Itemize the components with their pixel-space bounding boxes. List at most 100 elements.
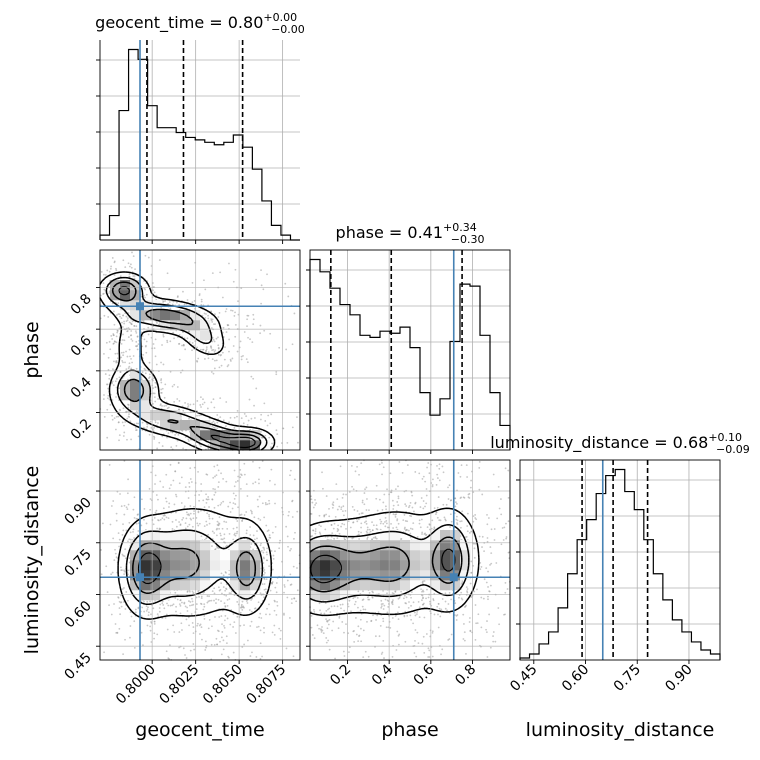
sample-point — [414, 471, 417, 473]
sample-point — [116, 632, 119, 634]
sample-point — [323, 612, 326, 615]
sample-point — [486, 513, 488, 516]
sample-point — [225, 642, 228, 644]
sample-point — [422, 500, 425, 502]
sample-point — [376, 614, 379, 617]
sample-point — [197, 471, 199, 473]
sample-point — [234, 534, 237, 537]
sample-point — [236, 409, 239, 412]
sample-point — [117, 302, 120, 305]
sample-point — [382, 466, 385, 469]
density-cell — [240, 440, 251, 451]
sample-point — [230, 592, 232, 595]
sample-point — [243, 514, 246, 516]
density-cell — [200, 320, 211, 331]
sample-point — [210, 345, 212, 348]
sample-point — [114, 548, 116, 551]
sample-point — [269, 446, 272, 448]
sample-point — [481, 493, 484, 496]
panel-2d-geocent_time-luminosity_distance — [100, 459, 301, 661]
sample-point — [395, 649, 398, 651]
sample-point — [371, 596, 374, 599]
x-tick-label: 0.8 — [452, 662, 479, 689]
sample-point — [483, 578, 486, 581]
sample-point — [318, 514, 321, 517]
sample-point — [156, 527, 159, 530]
sample-point — [166, 407, 169, 410]
density-cell — [420, 540, 431, 551]
sample-point — [285, 525, 288, 528]
sample-point — [172, 479, 175, 482]
sample-point — [212, 348, 215, 351]
sample-point — [223, 619, 226, 622]
sample-point — [463, 623, 465, 625]
sample-point — [505, 536, 508, 538]
sample-point — [293, 537, 295, 540]
density-cell — [320, 590, 331, 601]
sample-point — [386, 526, 389, 529]
sample-point — [362, 656, 365, 659]
sample-point — [278, 346, 281, 349]
sample-point — [392, 504, 395, 507]
sample-point — [333, 537, 335, 540]
sample-point — [187, 438, 190, 441]
sample-point — [108, 270, 111, 273]
sample-point — [256, 498, 259, 501]
sample-point — [418, 472, 421, 475]
sample-point — [410, 618, 413, 621]
sample-point — [200, 300, 203, 303]
sample-point — [407, 506, 410, 509]
sample-point — [115, 512, 118, 515]
sample-point — [152, 377, 155, 380]
sample-point — [210, 371, 213, 373]
sample-point — [211, 272, 214, 275]
density-cell — [430, 530, 441, 541]
sample-point — [386, 488, 388, 491]
sample-point — [218, 589, 221, 592]
sample-point — [183, 505, 186, 508]
sample-point — [153, 426, 155, 429]
sample-point — [274, 525, 277, 528]
sample-point — [486, 656, 489, 658]
sample-point — [265, 551, 268, 554]
sample-point — [314, 530, 317, 533]
sample-point — [205, 493, 207, 496]
sample-point — [264, 502, 267, 504]
sample-point — [365, 530, 368, 533]
sample-point — [224, 310, 227, 313]
contour-level-2 — [105, 276, 268, 451]
sample-point — [187, 513, 190, 516]
sample-point — [137, 422, 140, 425]
x-tick-label: 0.90 — [662, 662, 695, 695]
sample-point — [254, 481, 257, 484]
sample-point — [460, 526, 462, 529]
sample-point — [214, 359, 216, 362]
density-cell — [170, 410, 181, 421]
sample-point — [120, 601, 123, 604]
sample-point — [366, 498, 368, 500]
sample-point — [314, 532, 317, 535]
density-cell — [430, 580, 441, 591]
sample-point — [189, 478, 192, 480]
sample-point — [318, 531, 321, 534]
sample-point — [203, 603, 206, 606]
sample-point — [177, 433, 180, 436]
sample-point — [183, 303, 186, 306]
sample-point — [222, 574, 225, 577]
density-cell — [160, 550, 171, 561]
sample-point — [165, 613, 168, 616]
sample-point — [116, 352, 119, 355]
sample-point — [354, 595, 357, 598]
sample-point — [323, 514, 326, 516]
sample-point — [129, 531, 132, 534]
sample-point — [358, 513, 361, 515]
sample-point — [190, 604, 193, 607]
sample-point — [120, 351, 123, 354]
sample-point — [421, 531, 424, 534]
sample-point — [428, 656, 431, 658]
density-cell — [340, 550, 351, 561]
sample-point — [469, 486, 472, 489]
sample-point — [106, 397, 109, 400]
sample-point — [498, 623, 501, 626]
sample-point — [250, 509, 252, 512]
